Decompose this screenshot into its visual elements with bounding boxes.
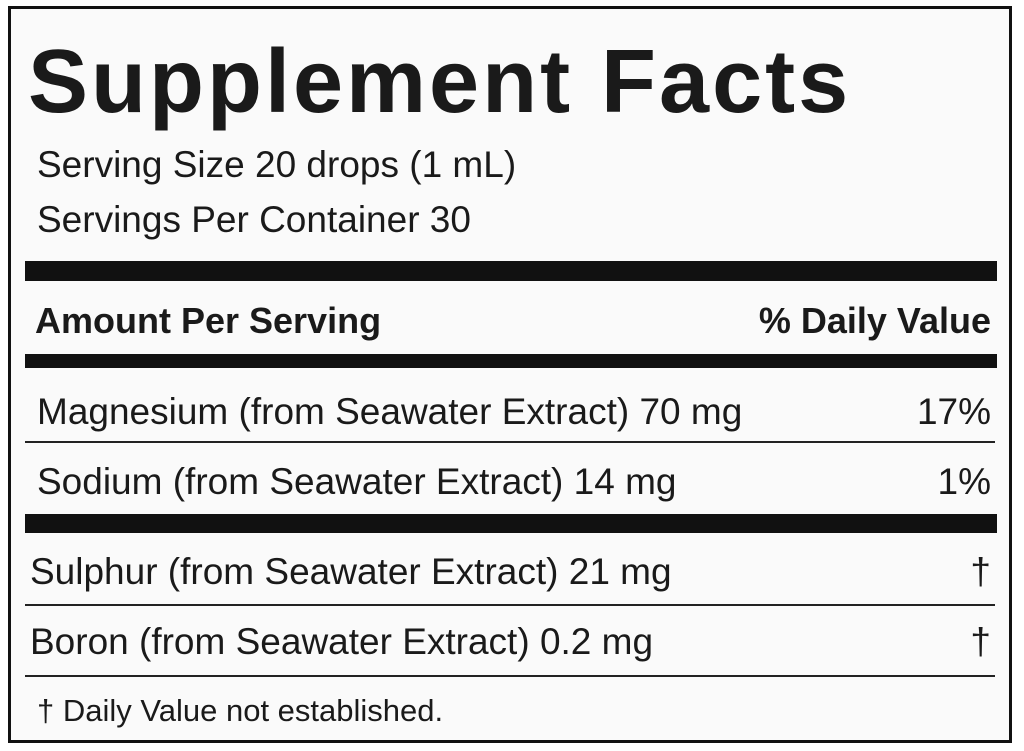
- amount-header: Amount Per Serving: [35, 300, 382, 341]
- nutrient-dv: †: [970, 621, 991, 662]
- nutrient-name: Sulphur (from Seawater Extract) 21 mg: [30, 551, 672, 592]
- nutrient-dv: †: [970, 551, 991, 592]
- thin-rule: [25, 675, 995, 677]
- nutrient-dv: 1%: [937, 461, 991, 502]
- thin-rule: [25, 441, 995, 443]
- serving-size: Serving Size 20 drops (1 mL): [37, 144, 517, 185]
- nutrient-name: Sodium (from Seawater Extract) 14 mg: [37, 461, 677, 502]
- nutrient-name: Magnesium (from Seawater Extract) 70 mg: [37, 391, 743, 432]
- thin-rule: [25, 604, 995, 606]
- daily-value-header: % Daily Value: [758, 300, 991, 341]
- servings-per-container: Servings Per Container 30: [37, 199, 471, 240]
- footnote: † Daily Value not established.: [37, 693, 444, 728]
- thick-rule: [25, 354, 997, 368]
- nutrient-dv: 17%: [916, 391, 991, 432]
- title: Supplement Facts: [28, 32, 852, 132]
- thick-rule: [25, 514, 997, 533]
- nutrient-name: Boron (from Seawater Extract) 0.2 mg: [30, 621, 654, 662]
- supplement-facts-panel: Supplement Facts Serving Size 20 drops (…: [8, 6, 1012, 743]
- thick-rule: [25, 261, 997, 281]
